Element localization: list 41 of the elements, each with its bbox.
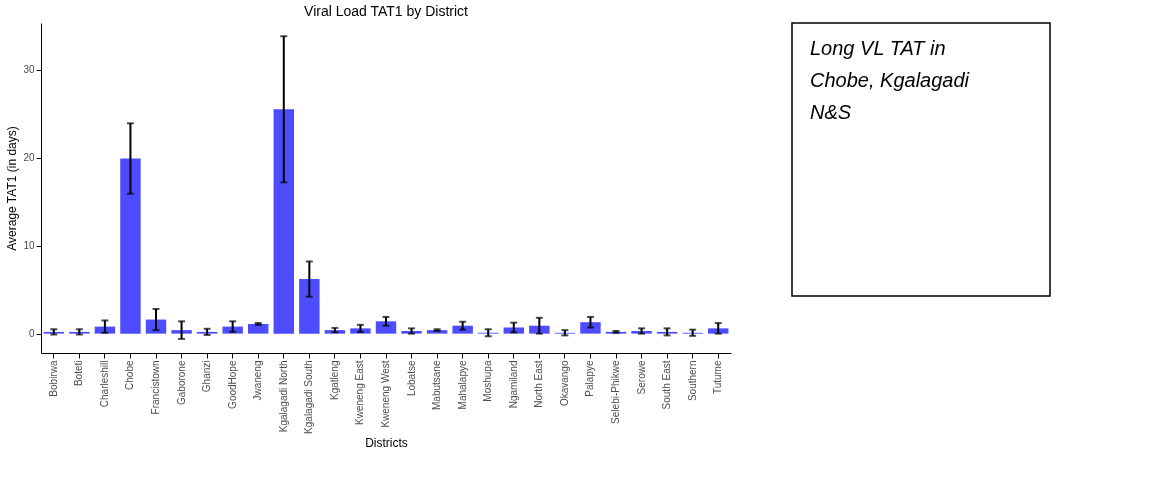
x-tick-label: GoodHope xyxy=(226,360,238,409)
x-tick-label: Kweneng East xyxy=(354,360,366,425)
bar xyxy=(273,109,294,334)
y-tick-label: 30 xyxy=(23,64,35,76)
bar xyxy=(171,330,192,334)
bar xyxy=(120,158,141,334)
bar xyxy=(580,322,601,334)
x-tick-label: Southern xyxy=(686,360,698,402)
x-tick-label: Okavango xyxy=(558,360,570,407)
x-tick-label: Lobatse xyxy=(405,360,417,397)
bar xyxy=(248,323,269,334)
x-tick-label: Palapye xyxy=(584,360,596,397)
x-tick-label: Mahalapye xyxy=(456,360,468,410)
y-tick-label: 20 xyxy=(23,152,35,164)
x-tick-label: Mabutsane xyxy=(431,360,443,410)
x-tick-label: Boteti xyxy=(73,360,85,387)
y-tick-label: 10 xyxy=(23,240,35,252)
chart-title: Viral Load TAT1 by District xyxy=(304,3,469,19)
x-tick-label: Kweneng West xyxy=(380,360,391,428)
text: Long VL TAT in Chobe, Kgalagadi N&S xyxy=(810,37,970,123)
x-tick-label: Selebi-Phikwe xyxy=(610,360,621,424)
x-tick-label: Francistown xyxy=(150,360,161,415)
x-tick-label: Ngamiland xyxy=(507,360,519,409)
x-axis-title: Districts xyxy=(365,435,408,450)
x-tick-label: Moshupa xyxy=(482,360,494,402)
x-tick-label: Serowe xyxy=(635,360,647,395)
y-axis-title: Average TAT1 (in days) xyxy=(5,126,20,251)
x-tick-label: Jwaneng xyxy=(252,360,264,401)
x-tick-label: Ghanzi xyxy=(201,360,213,393)
x-tick-label: Tutume xyxy=(712,360,724,395)
x-tick-label: South East xyxy=(661,360,673,410)
bar xyxy=(299,279,320,334)
x-tick-label: Kgalagadi South xyxy=(303,360,315,434)
x-tick-label: Bobirwa xyxy=(47,360,59,397)
x-tick-label: Kgalagadi North xyxy=(277,360,289,433)
x-tick-label: Charleshill xyxy=(98,360,110,408)
x-tick-label: Chobe xyxy=(124,360,136,390)
x-tick-label: Gaborone xyxy=(175,360,187,405)
x-tick-label: Kgatleng xyxy=(328,360,340,400)
x-tick-label: North East xyxy=(533,360,545,408)
y-tick-label: 0 xyxy=(28,328,35,340)
